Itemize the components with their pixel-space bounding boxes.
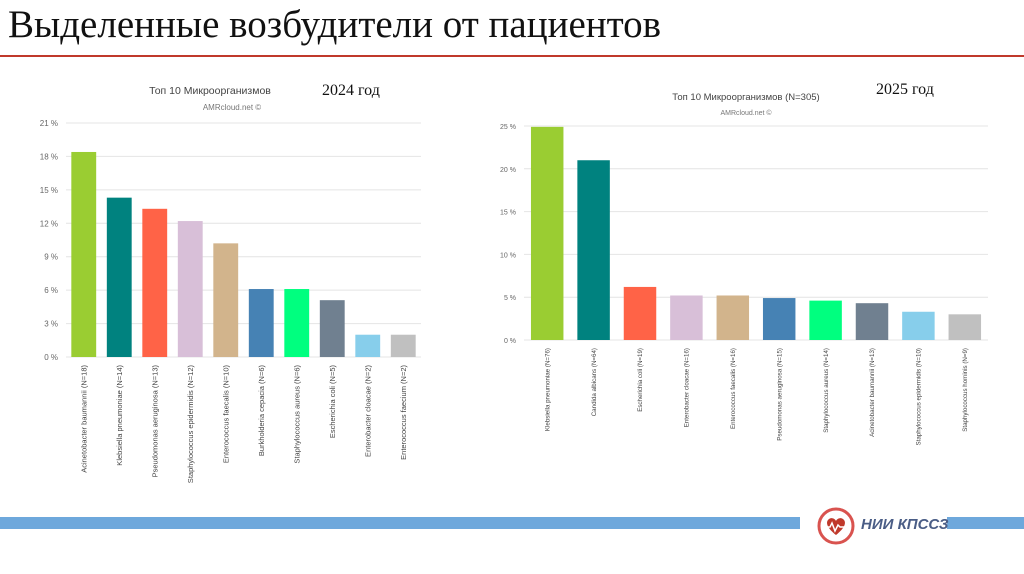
bar[interactable] — [902, 311, 935, 340]
bar[interactable] — [213, 243, 239, 357]
y-tick-label: 0 % — [504, 338, 516, 345]
x-category-label: Escherichia coli (N=5) — [328, 365, 337, 439]
bar[interactable] — [355, 334, 381, 357]
bar[interactable] — [177, 221, 203, 357]
x-category-label: Staphylococcus aureus (N=6) — [292, 365, 301, 464]
x-category-label: Klebsiella pneumoniae (N=76) — [544, 348, 551, 431]
x-category-label: Enterococcus faecalis (N=16) — [730, 348, 737, 429]
heart-logo-icon — [817, 507, 855, 545]
y-tick-label: 15 % — [40, 186, 58, 195]
x-category-label: Pseudomonas aeruginosa (N=15) — [776, 348, 783, 441]
y-tick-label: 20 % — [500, 167, 516, 174]
x-category-label: Acinetobacter baumannii (N=18) — [79, 365, 88, 473]
x-category-label: Escherichia coli (N=19) — [637, 348, 644, 412]
y-tick-label: 21 % — [40, 119, 58, 128]
title-underline — [0, 55, 1024, 57]
logo-text: НИИ КПССЗ — [861, 516, 949, 533]
bar[interactable] — [142, 208, 168, 357]
bar[interactable] — [716, 295, 750, 340]
bar[interactable] — [530, 126, 564, 340]
bar[interactable] — [577, 160, 610, 340]
x-category-label: Enterobacter cloacae (N=16) — [684, 348, 691, 427]
bar[interactable] — [855, 303, 889, 340]
chart-title: Топ 10 Микроорганизмов — [149, 85, 271, 97]
x-category-label: Pseudomonas aeruginosa (N=13) — [150, 365, 159, 478]
bar[interactable] — [390, 334, 416, 357]
x-category-label: Klebsiella pneumoniae (N=14) — [115, 364, 124, 465]
y-tick-label: 5 % — [504, 295, 516, 302]
chart-subtitle: AMRcloud.net © — [720, 109, 772, 117]
y-tick-label: 0 % — [44, 353, 58, 362]
y-tick-label: 10 % — [500, 252, 516, 259]
bar[interactable] — [284, 289, 310, 357]
y-tick-label: 3 % — [44, 320, 58, 329]
x-category-label: Acinetobacter baumannii (N=13) — [869, 348, 876, 437]
y-tick-label: 15 % — [500, 210, 516, 217]
footer-bar-right — [947, 517, 1024, 529]
x-category-label: Staphylococcus epidermidis (N=12) — [186, 365, 195, 484]
x-category-label: Candida albicans (N=64) — [591, 348, 598, 416]
y-tick-label: 18 % — [40, 152, 58, 161]
x-category-label: Enterococcus faecium (N=2) — [399, 365, 408, 460]
bar[interactable] — [670, 295, 703, 340]
y-tick-label: 6 % — [44, 286, 58, 295]
x-category-label: Enterococcus faecalis (N=10) — [221, 364, 230, 463]
y-tick-label: 9 % — [44, 253, 58, 262]
x-category-label: Staphylococcus hominis (N=9) — [962, 348, 969, 432]
chart-subtitle: AMRcloud.net © — [203, 103, 261, 112]
y-tick-label: 12 % — [40, 219, 58, 228]
year-label-2025: 2025 год — [876, 81, 934, 98]
bar[interactable] — [319, 300, 345, 357]
slide-title: Выделенные возбудители от пациентов — [8, 3, 662, 46]
y-tick-label: 25 % — [500, 124, 516, 131]
institute-logo: НИИ КПССЗ — [815, 505, 949, 547]
x-category-label: Burkholderia cepacia (N=6) — [257, 365, 266, 457]
year-label-2024: 2024 год — [322, 82, 380, 99]
footer-bar-left — [0, 517, 800, 529]
bar[interactable] — [106, 197, 132, 357]
bar[interactable] — [71, 151, 97, 357]
x-category-label: Staphylococcus aureus (N=14) — [823, 348, 830, 433]
x-category-label: Enterobacter cloacae (N=2) — [363, 365, 372, 457]
bar[interactable] — [762, 298, 796, 340]
bar[interactable] — [623, 286, 657, 340]
bar[interactable] — [248, 289, 274, 357]
x-category-label: Staphylococcus epidermidis (N=10) — [916, 348, 923, 446]
chart-title: Топ 10 Микроорганизмов (N=305) — [672, 92, 819, 103]
bar[interactable] — [809, 300, 842, 340]
bar[interactable] — [948, 314, 982, 340]
